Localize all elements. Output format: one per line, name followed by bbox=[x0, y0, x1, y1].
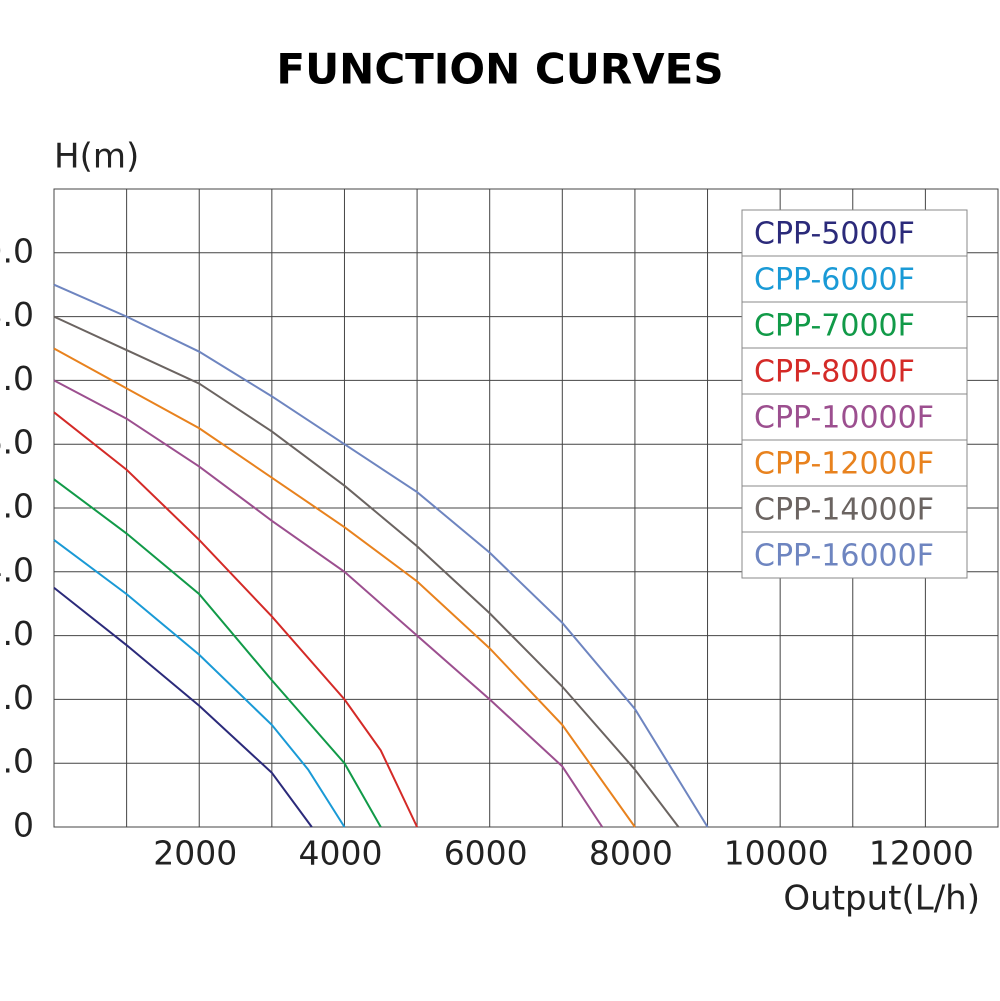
legend-cell bbox=[741, 531, 968, 579]
legend-label: CPP-16000F bbox=[754, 539, 934, 574]
series-line bbox=[53, 586, 313, 828]
legend-label: CPP-12000F bbox=[754, 447, 934, 482]
x-tick-label: 8000 bbox=[589, 834, 673, 873]
series-line bbox=[53, 539, 346, 828]
legend-label: CPP-14000F bbox=[754, 493, 934, 528]
legend-cell bbox=[741, 255, 968, 303]
y-tick-label: 1.0 bbox=[0, 742, 34, 781]
y-tick-label: 0 bbox=[13, 806, 34, 845]
series-line bbox=[53, 315, 680, 828]
legend-cell bbox=[741, 439, 968, 487]
x-axis-label: Output(L/h) bbox=[783, 879, 980, 919]
legend-cell bbox=[741, 301, 968, 349]
legend-label: CPP-6000F bbox=[754, 263, 915, 298]
series-line bbox=[53, 411, 418, 828]
legend-label: CPP-8000F bbox=[754, 355, 915, 390]
series-line bbox=[53, 347, 636, 828]
legend-cell bbox=[741, 347, 968, 395]
y-tick-label: 4.0 bbox=[0, 550, 34, 589]
legend-label: CPP-7000F bbox=[754, 309, 915, 344]
y-axis-label: H(m) bbox=[54, 137, 139, 177]
y-tick-label: 9.0 bbox=[0, 231, 34, 270]
series-line bbox=[53, 379, 604, 828]
series-line bbox=[53, 478, 382, 828]
series-line bbox=[53, 283, 709, 828]
y-tick-label: 8.0 bbox=[0, 295, 34, 334]
y-tick-label: 6.0 bbox=[0, 423, 34, 462]
x-tick-label: 6000 bbox=[444, 834, 528, 873]
y-tick-label: 7.0 bbox=[0, 359, 34, 398]
y-tick-label: 2.0 bbox=[0, 678, 34, 717]
legend-cell bbox=[741, 393, 968, 441]
legend-label: CPP-10000F bbox=[754, 401, 934, 436]
y-tick-label: 5.0 bbox=[0, 487, 34, 526]
legend-cell bbox=[741, 485, 968, 533]
x-tick-label: 12000 bbox=[869, 834, 974, 873]
x-tick-label: 2000 bbox=[153, 834, 237, 873]
x-tick-label: 4000 bbox=[298, 834, 382, 873]
x-tick-label: 10000 bbox=[724, 834, 829, 873]
y-tick-label: 3.0 bbox=[0, 614, 34, 653]
legend-cell bbox=[741, 209, 968, 257]
legend-label: CPP-5000F bbox=[754, 217, 915, 252]
chart-title: FUNCTION CURVES bbox=[276, 45, 723, 94]
